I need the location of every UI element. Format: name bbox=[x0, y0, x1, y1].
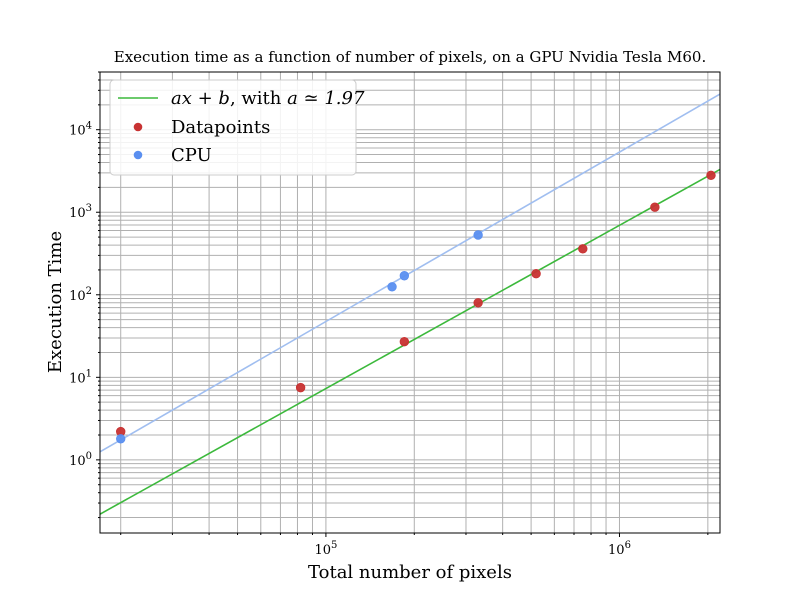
series-points bbox=[116, 170, 716, 444]
series-line-3 bbox=[99, 93, 721, 453]
legend-label-0: ax + b, with a ≃ 1.97 bbox=[171, 88, 365, 109]
data-point-datapoints bbox=[706, 170, 716, 181]
data-point-cpu bbox=[116, 434, 126, 444]
data-point-datapoints bbox=[531, 269, 541, 279]
legend-box bbox=[109, 79, 357, 176]
y-tick-label: 100 bbox=[69, 451, 92, 469]
data-point-cpu bbox=[387, 282, 397, 292]
chart-title: Execution time as a function of number o… bbox=[114, 48, 706, 66]
data-point-datapoints bbox=[578, 244, 588, 254]
series-line-0 bbox=[99, 168, 721, 515]
data-point-cpu bbox=[473, 230, 483, 240]
data-point-datapoints bbox=[295, 382, 306, 393]
legend-label-1: Datapoints bbox=[171, 117, 270, 138]
y-tick-label: 103 bbox=[69, 203, 92, 221]
legend: ax + b, with a ≃ 1.97 Datapoints CPU bbox=[109, 79, 365, 176]
legend-dot-marker bbox=[133, 150, 143, 160]
x-tick-label: 105 bbox=[314, 540, 337, 558]
data-point-datapoints bbox=[473, 298, 483, 308]
x-axis-label: Total number of pixels bbox=[308, 562, 512, 583]
axis-ticks: 105 106 100 101 102 103 104 bbox=[69, 71, 709, 558]
x-tick-label: 106 bbox=[608, 540, 631, 558]
y-tick-label: 102 bbox=[69, 286, 92, 304]
y-axis-label: Execution Time bbox=[45, 231, 66, 373]
data-point-cpu bbox=[399, 271, 410, 281]
legend-label-2: CPU bbox=[171, 145, 212, 166]
y-tick-label: 101 bbox=[69, 368, 92, 386]
series-lines bbox=[99, 93, 721, 515]
data-point-datapoints bbox=[650, 202, 660, 212]
y-tick-label: 104 bbox=[69, 121, 92, 139]
legend-dot-marker bbox=[133, 122, 143, 132]
data-point-datapoints bbox=[399, 337, 410, 347]
